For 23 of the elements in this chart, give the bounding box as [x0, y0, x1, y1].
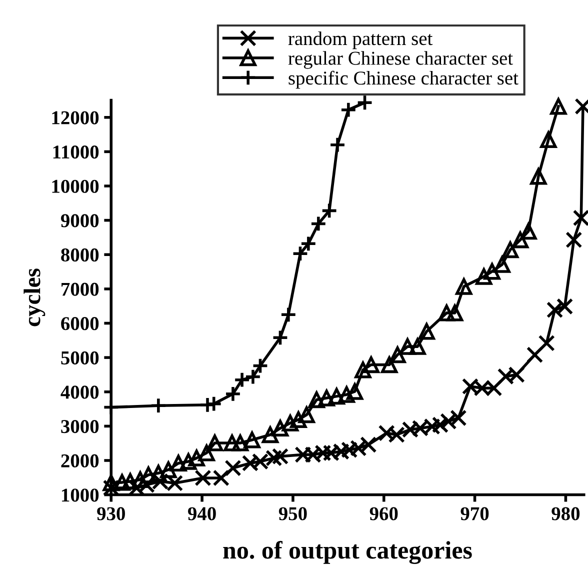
x-axis-title: no. of output categories [223, 540, 472, 564]
x-tick-label: 980 [552, 507, 580, 520]
y-tick-label: 9000 [60, 214, 99, 228]
x-tick-label: 970 [460, 507, 489, 520]
legend-label: regular Chinese character set [288, 51, 513, 69]
y-tick-label: 5000 [61, 351, 99, 364]
y-tick-label: 2000 [61, 454, 99, 468]
y-tick-label: 8000 [61, 248, 99, 262]
legend-label: specific Chinese character set [288, 70, 518, 89]
y-tick-label: 6000 [61, 317, 99, 330]
x-tick-label: 940 [188, 507, 216, 520]
y-tick-label: 12000 [52, 111, 99, 124]
y-tick-label: 11000 [53, 146, 99, 159]
x-tick-label: 930 [97, 507, 125, 520]
legend-label: random pattern set [288, 31, 433, 50]
x-tick-label: 960 [370, 507, 398, 520]
y-axis-title: cycles [24, 268, 46, 326]
x-tick-label: 950 [278, 507, 307, 520]
y-tick-label: 3000 [61, 420, 99, 434]
y-tick-label: 4000 [60, 386, 99, 399]
y-tick-label: 1000 [62, 488, 99, 502]
y-tick-label: 10000 [52, 180, 99, 193]
y-tick-label: 7000 [62, 282, 99, 296]
